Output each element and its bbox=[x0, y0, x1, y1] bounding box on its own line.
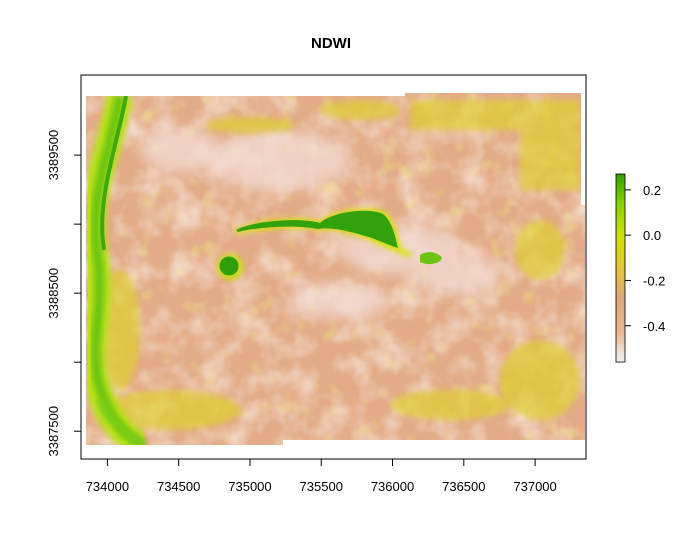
x-tick-label: 735000 bbox=[228, 479, 271, 494]
water-body-pond bbox=[217, 254, 243, 280]
colorbar-tick-label: -0.2 bbox=[643, 273, 665, 288]
colorbar-gradient bbox=[615, 173, 626, 363]
river-channel bbox=[86, 93, 148, 445]
colorbar-tick-label: 0.2 bbox=[643, 183, 661, 198]
y-axis: 3387500 3388500 3389500 bbox=[46, 130, 82, 457]
y-tick-label: 3387500 bbox=[46, 406, 61, 457]
x-tick-label: 736500 bbox=[442, 479, 485, 494]
y-tick-label: 3388500 bbox=[46, 268, 61, 319]
colorbar-tick-label: -0.4 bbox=[643, 319, 665, 334]
water-body-main bbox=[234, 208, 442, 265]
x-tick-label: 734000 bbox=[86, 479, 129, 494]
chart-title: NDWI bbox=[311, 35, 351, 52]
y-tick-label: 3389500 bbox=[46, 130, 61, 181]
colorbar-legend: 0.2 0.0 -0.2 -0.4 bbox=[615, 173, 665, 363]
x-tick-label: 737000 bbox=[513, 479, 556, 494]
x-axis: 734000 734500 735000 735500 736000 736500 7370… bbox=[86, 458, 557, 494]
colorbar-tick-label: 0.0 bbox=[643, 228, 661, 243]
x-tick-label: 735500 bbox=[300, 479, 343, 494]
ndwi-raster bbox=[86, 93, 585, 445]
x-tick-label: 736000 bbox=[371, 479, 414, 494]
x-tick-label: 734500 bbox=[157, 479, 200, 494]
